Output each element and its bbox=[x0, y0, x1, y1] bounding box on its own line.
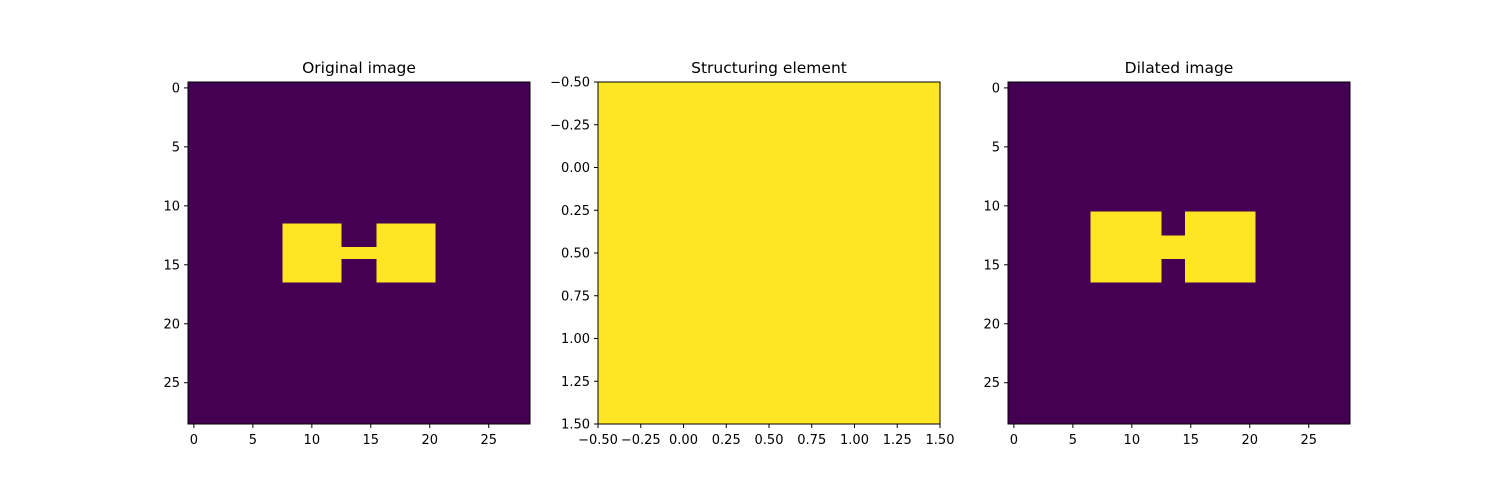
x-tick-label: 0.25 bbox=[712, 433, 741, 448]
foreground-region-2 bbox=[341, 247, 377, 259]
y-tick-label: 20 bbox=[163, 317, 180, 332]
x-tick-label: 15 bbox=[363, 433, 380, 448]
x-tick-label: 0 bbox=[190, 433, 198, 448]
y-tick-label: 1.25 bbox=[561, 375, 590, 390]
foreground-region-1 bbox=[1090, 211, 1162, 283]
y-tick-label: 0 bbox=[172, 81, 180, 96]
y-tick-label: 15 bbox=[163, 258, 180, 273]
y-tick-label: 25 bbox=[983, 376, 1000, 391]
x-tick-label: 1.00 bbox=[840, 433, 869, 448]
foreground-region-3 bbox=[376, 223, 436, 283]
y-tick-label: 0.00 bbox=[561, 161, 590, 176]
x-tick-label: 0.00 bbox=[669, 433, 698, 448]
axes-frame bbox=[187, 81, 531, 425]
y-tick-label: −0.50 bbox=[550, 76, 590, 91]
chart-title: Structuring element bbox=[691, 59, 847, 77]
chart-title: Original image bbox=[302, 59, 416, 77]
y-tick-label: 1.00 bbox=[561, 332, 590, 347]
x-tick-label: 25 bbox=[1300, 433, 1317, 448]
foreground-region-2 bbox=[1161, 235, 1185, 259]
x-tick-label: 15 bbox=[1183, 433, 1200, 448]
x-tick-label: 1.25 bbox=[883, 433, 912, 448]
x-tick-label: 20 bbox=[421, 433, 438, 448]
x-tick-label: 5 bbox=[249, 433, 257, 448]
x-tick-label: 5 bbox=[1069, 433, 1077, 448]
x-tick-label: 0.50 bbox=[755, 433, 784, 448]
y-tick-label: 20 bbox=[983, 317, 1000, 332]
x-tick-label: 20 bbox=[1241, 433, 1258, 448]
x-tick-label: 1.50 bbox=[926, 433, 955, 448]
cell-0-0 bbox=[598, 82, 769, 253]
y-tick-label: 0.25 bbox=[561, 204, 590, 219]
panel-1: Original image 0 5 10 15 20 25 0 5 10 15 20 25 bbox=[163, 59, 531, 448]
y-tick-label: 10 bbox=[163, 199, 180, 214]
foreground-region-3 bbox=[1184, 211, 1256, 283]
y-tick-label: 25 bbox=[163, 376, 180, 391]
y-tick-label: 0.75 bbox=[561, 289, 590, 304]
cell-1-1 bbox=[769, 253, 940, 424]
y-tick-label: 5 bbox=[172, 140, 180, 155]
axes-frame bbox=[1007, 81, 1351, 425]
panel-2: Structuring element−0.50 −0.25 0.00 0.25 0.5… bbox=[550, 59, 954, 448]
y-tick-label: 1.50 bbox=[561, 418, 590, 433]
y-tick-label: 15 bbox=[983, 258, 1000, 273]
x-tick-label: −0.25 bbox=[621, 433, 661, 448]
panel-3: Dilated image 0 5 10 15 20 25 0 5 10 15 20 25 bbox=[983, 59, 1351, 448]
x-tick-label: 0 bbox=[1010, 433, 1018, 448]
cell-0-1 bbox=[769, 82, 940, 253]
x-tick-label: 0.75 bbox=[797, 433, 826, 448]
y-tick-label: 0 bbox=[992, 81, 1000, 96]
y-tick-label: −0.25 bbox=[550, 118, 590, 133]
cell-1-0 bbox=[598, 253, 769, 424]
y-tick-label: 5 bbox=[992, 140, 1000, 155]
x-tick-label: 10 bbox=[304, 433, 321, 448]
chart-title: Dilated image bbox=[1125, 59, 1234, 77]
y-tick-label: 10 bbox=[983, 199, 1000, 214]
foreground-region-1 bbox=[282, 223, 342, 283]
y-tick-label: 0.50 bbox=[561, 247, 590, 262]
x-tick-label: 10 bbox=[1124, 433, 1141, 448]
x-tick-label: −0.50 bbox=[578, 433, 618, 448]
x-tick-label: 25 bbox=[480, 433, 497, 448]
